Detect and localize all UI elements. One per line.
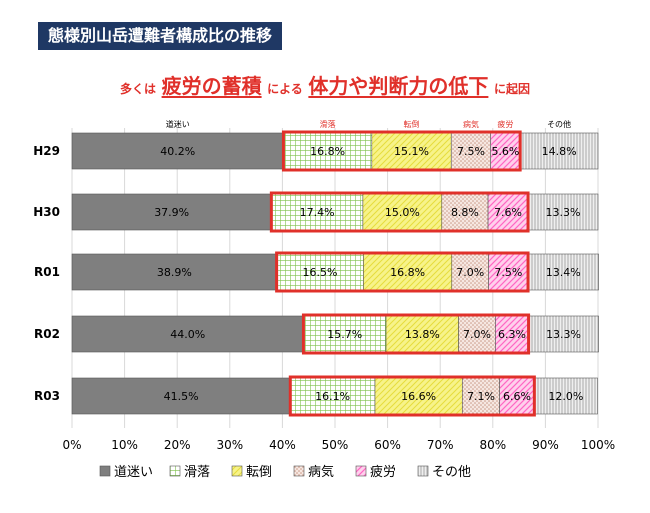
bar-segment: [71, 253, 277, 291]
highlight-box: [275, 251, 530, 293]
data-label: 15.0%: [385, 206, 420, 219]
legend-swatch: [169, 465, 181, 477]
data-label: 16.1%: [315, 390, 350, 403]
data-label: 15.1%: [394, 145, 429, 158]
data-label: 40.2%: [160, 145, 195, 158]
bar-segment: [276, 253, 364, 291]
data-label: 41.5%: [164, 390, 199, 403]
x-tick-label: 20%: [164, 438, 191, 452]
segment-header-label: 病気: [463, 119, 479, 129]
legend-swatch: [417, 465, 429, 477]
data-label: 8.8%: [451, 206, 479, 219]
bar-segment: [362, 193, 443, 231]
segment-header-label: その他: [547, 119, 571, 129]
data-label: 14.8%: [542, 145, 577, 158]
x-tick-label: 100%: [581, 438, 615, 452]
segment-header-label: 道迷い: [166, 119, 190, 129]
bar-segment: [495, 315, 529, 353]
bar-segment: [458, 315, 496, 353]
data-label: 5.6%: [491, 145, 519, 158]
data-label: 12.0%: [548, 390, 583, 403]
data-label: 7.5%: [494, 266, 522, 279]
x-tick-label: 80%: [479, 438, 506, 452]
x-tick-label: 10%: [111, 438, 138, 452]
bar-segment: [71, 132, 284, 170]
category-label: H29: [33, 144, 60, 158]
category-label: H30: [33, 205, 60, 219]
category-label: R02: [34, 327, 60, 341]
bar-segment: [499, 377, 535, 415]
bar-segment: [363, 253, 453, 291]
bar-segment: [519, 132, 599, 170]
legend-swatch: [231, 465, 243, 477]
legend-swatch: [355, 465, 367, 477]
data-label: 7.1%: [467, 390, 495, 403]
data-label: 16.5%: [303, 266, 338, 279]
data-label: 7.0%: [463, 328, 491, 341]
legend-swatch: [99, 465, 111, 477]
category-label: R01: [34, 265, 60, 279]
data-label: 6.6%: [503, 390, 531, 403]
bar-segment: [283, 132, 373, 170]
bar-segment: [385, 315, 459, 353]
bar-segment: [450, 132, 491, 170]
bar-segment: [71, 377, 291, 415]
data-label: 44.0%: [170, 328, 205, 341]
legend-label: 疲労: [370, 464, 396, 480]
data-label: 7.5%: [457, 145, 485, 158]
bar-segment: [441, 193, 489, 231]
x-tick-label: 70%: [427, 438, 454, 452]
x-tick-label: 90%: [532, 438, 559, 452]
segment-header-label: 滑落: [320, 119, 336, 129]
data-label: 13.8%: [405, 328, 440, 341]
bar-segment: [527, 193, 599, 231]
bar-segment: [527, 253, 599, 291]
bar-segment: [534, 377, 598, 415]
highlight-box: [288, 375, 536, 417]
x-tick-label: 40%: [269, 438, 296, 452]
headline-part-2: 疲労の蓄積: [161, 74, 262, 98]
bar-segment: [487, 193, 529, 231]
highlight-box: [281, 130, 522, 172]
legend-label: 道迷い: [114, 465, 153, 480]
segment-header-label: 疲労: [497, 119, 513, 129]
legend-swatch: [293, 465, 305, 477]
headline-part-3: による: [267, 82, 303, 96]
data-label: 37.9%: [154, 206, 189, 219]
bar-segment: [488, 253, 529, 291]
data-label: 7.0%: [456, 266, 484, 279]
bar-segment: [451, 253, 489, 291]
highlight-box: [301, 313, 531, 355]
legend-label: 転倒: [246, 465, 272, 480]
data-label: 13.3%: [546, 206, 581, 219]
bar-segment: [71, 315, 304, 353]
x-tick-label: 60%: [374, 438, 401, 452]
chart-title: 態様別山岳遭難者構成比の推移: [38, 22, 283, 50]
x-tick-label: 50%: [322, 438, 349, 452]
category-label: R03: [34, 389, 60, 403]
headline: 多くは 疲労の蓄積 による 体力や判断力の低下 に起因: [0, 70, 650, 99]
data-label: 17.4%: [300, 206, 335, 219]
data-label: 16.8%: [390, 266, 425, 279]
data-label: 13.3%: [546, 328, 581, 341]
data-label: 7.6%: [494, 206, 522, 219]
data-label: 16.8%: [310, 145, 345, 158]
data-label: 16.6%: [401, 390, 436, 403]
data-label: 6.3%: [498, 328, 526, 341]
legend-label: 病気: [308, 464, 334, 480]
bar-segment: [528, 315, 599, 353]
headline-part-5: に起因: [493, 82, 530, 96]
data-label: 38.9%: [157, 266, 192, 279]
highlight-box: [269, 191, 530, 233]
x-tick-label: 30%: [216, 438, 243, 452]
headline-part-4: 体力や判断力の低下: [308, 74, 489, 98]
data-label: 13.4%: [546, 266, 581, 279]
x-tick-label: 0%: [62, 438, 81, 452]
headline-part-1: 多くは: [120, 82, 157, 96]
legend-label: その他: [432, 465, 471, 480]
data-label: 15.7%: [327, 328, 362, 341]
segment-header-label: 転倒: [404, 119, 420, 129]
legend-label: 滑落: [184, 465, 210, 480]
